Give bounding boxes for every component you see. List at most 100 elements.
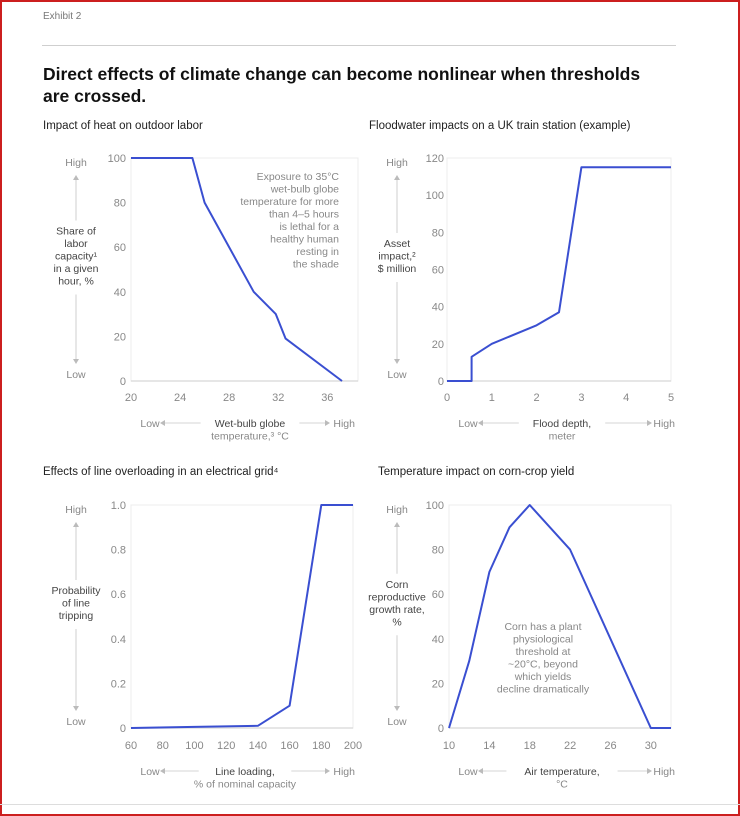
- chart-annotation: than 4–5 hours: [269, 209, 339, 221]
- series-line: [447, 166, 671, 382]
- y-tick-label: 0: [438, 723, 444, 735]
- x-axis-label: temperature,³ °C: [211, 431, 289, 443]
- y-tick-label: 120: [426, 153, 444, 165]
- arrow-right-icon: [647, 420, 652, 426]
- y-tick-label: 40: [432, 302, 444, 314]
- series-line: [448, 504, 671, 729]
- x-low-label: Low: [458, 418, 478, 430]
- x-axis-label: Wet-bulb globe: [215, 418, 286, 430]
- arrow-up-icon: [394, 522, 400, 527]
- y-axis-label: in a given: [54, 263, 99, 275]
- y-tick-label: 1.0: [111, 500, 126, 512]
- x-axis-label: meter: [549, 431, 576, 443]
- chart-annotation: temperature for more: [240, 196, 339, 208]
- x-tick-label: 30: [645, 740, 657, 752]
- y-axis-label: hour, %: [58, 276, 94, 288]
- chart-annotation: which yields: [514, 671, 572, 683]
- y-tick-label: 60: [432, 589, 444, 601]
- chart-annotation: healthy human: [270, 234, 339, 246]
- x-tick-label: 28: [223, 392, 235, 404]
- y-axis-label: labor: [64, 238, 88, 250]
- y-tick-label: 0.6: [111, 589, 126, 601]
- y-tick-label: 20: [432, 678, 444, 690]
- x-tick-label: 2: [534, 392, 540, 404]
- chart-annotation: Corn has a plant: [504, 621, 581, 633]
- x-low-label: Low: [458, 766, 478, 778]
- x-tick-label: 100: [185, 740, 203, 752]
- y-tick-label: 40: [114, 287, 126, 299]
- chart-title-corn: Temperature impact on corn-crop yield: [378, 466, 575, 478]
- x-tick-label: 36: [321, 392, 333, 404]
- chart-annotation: decline dramatically: [497, 684, 590, 696]
- x-tick-label: 140: [249, 740, 267, 752]
- y-tick-label: 60: [432, 265, 444, 277]
- x-tick-label: 4: [623, 392, 629, 404]
- y-high-label: High: [65, 157, 87, 169]
- series-line: [130, 504, 353, 729]
- y-axis-label: capacity¹: [55, 251, 98, 263]
- arrow-right-icon: [325, 768, 330, 774]
- y-high-label: High: [65, 504, 87, 516]
- y-tick-label: 60: [114, 242, 126, 254]
- chart-title-grid: Effects of line overloading in an electr…: [43, 466, 279, 478]
- arrow-right-icon: [647, 768, 652, 774]
- chart-annotation: threshold at: [516, 646, 571, 658]
- x-high-label: High: [653, 766, 675, 778]
- y-tick-label: 40: [432, 634, 444, 646]
- y-low-label: Low: [66, 716, 86, 728]
- x-low-label: Low: [140, 766, 160, 778]
- x-tick-label: 160: [280, 740, 298, 752]
- y-axis-label: Corn: [386, 579, 409, 591]
- y-tick-label: 80: [432, 545, 444, 557]
- y-low-label: Low: [387, 716, 407, 728]
- x-tick-label: 26: [604, 740, 616, 752]
- arrow-right-icon: [325, 420, 330, 426]
- y-tick-label: 80: [114, 198, 126, 210]
- y-axis-label: Share of: [56, 226, 96, 238]
- x-axis-label: % of nominal capacity: [194, 779, 297, 791]
- y-axis-label: %: [392, 616, 401, 628]
- x-tick-label: 0: [444, 392, 450, 404]
- y-low-label: Low: [387, 369, 407, 381]
- chart-annotation: ~20°C, beyond: [508, 659, 578, 671]
- x-low-label: Low: [140, 418, 160, 430]
- y-axis-label: tripping: [59, 610, 94, 622]
- y-axis-label: Asset: [384, 238, 410, 250]
- x-high-label: High: [333, 766, 355, 778]
- y-high-label: High: [386, 157, 408, 169]
- y-tick-label: 20: [432, 339, 444, 351]
- x-tick-label: 120: [217, 740, 235, 752]
- y-tick-label: 100: [108, 153, 126, 165]
- x-axis-label: °C: [556, 779, 568, 791]
- arrow-up-icon: [73, 175, 79, 180]
- y-tick-label: 100: [426, 190, 444, 202]
- x-tick-label: 200: [344, 740, 362, 752]
- exhibit-label: Exhibit 2: [43, 11, 82, 22]
- arrow-up-icon: [394, 175, 400, 180]
- x-high-label: High: [333, 418, 355, 430]
- y-tick-label: 100: [426, 500, 444, 512]
- arrow-left-icon: [160, 768, 165, 774]
- y-axis-label: reproductive: [368, 591, 426, 603]
- y-axis-label: growth rate,: [369, 604, 424, 616]
- x-axis-label: Flood depth,: [533, 418, 591, 430]
- arrow-down-icon: [394, 706, 400, 711]
- y-tick-label: 0.8: [111, 545, 126, 557]
- x-tick-label: 14: [483, 740, 495, 752]
- chart-title-heat: Impact of heat on outdoor labor: [43, 120, 203, 132]
- footer-divider: [0, 804, 740, 805]
- x-tick-label: 32: [272, 392, 284, 404]
- y-tick-label: 0: [120, 376, 126, 388]
- chart-annotation: the shade: [293, 259, 339, 271]
- header-divider: [42, 45, 676, 46]
- x-tick-label: 10: [443, 740, 455, 752]
- x-tick-label: 18: [524, 740, 536, 752]
- y-tick-label: 0: [438, 376, 444, 388]
- x-tick-label: 3: [578, 392, 584, 404]
- y-low-label: Low: [66, 369, 86, 381]
- y-axis-label: impact,²: [378, 251, 416, 263]
- arrow-up-icon: [73, 522, 79, 527]
- headline: Direct effects of climate change can bec…: [43, 64, 641, 106]
- x-tick-label: 60: [125, 740, 137, 752]
